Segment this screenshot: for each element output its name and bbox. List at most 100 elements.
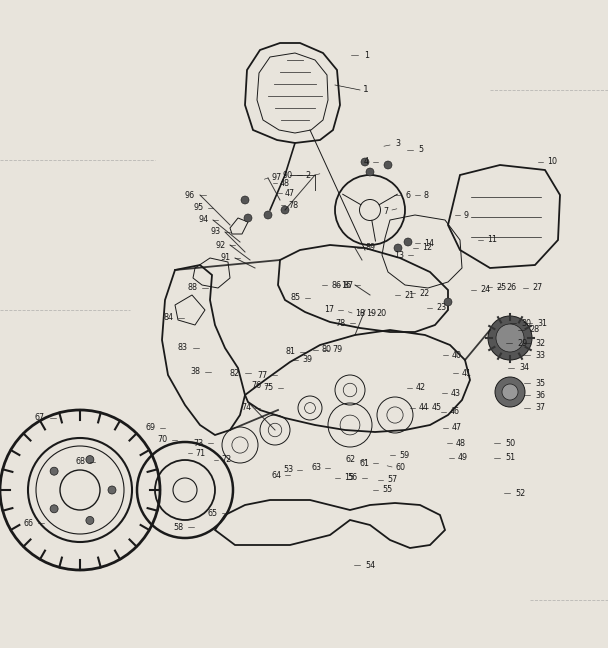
Text: 54: 54 — [365, 561, 375, 570]
Text: 61: 61 — [359, 459, 369, 467]
Text: 49: 49 — [458, 454, 468, 463]
Text: 68: 68 — [76, 457, 86, 467]
Circle shape — [444, 298, 452, 306]
Text: 77: 77 — [258, 371, 268, 380]
Text: 51: 51 — [505, 454, 515, 463]
Text: 87: 87 — [344, 281, 354, 290]
Circle shape — [50, 467, 58, 475]
Text: 41: 41 — [462, 369, 472, 378]
Text: 3: 3 — [395, 139, 400, 148]
Circle shape — [86, 516, 94, 524]
Text: 27: 27 — [532, 284, 542, 292]
Text: 60: 60 — [396, 463, 406, 472]
Text: 55: 55 — [382, 485, 392, 494]
Circle shape — [502, 384, 518, 400]
Text: 70: 70 — [158, 435, 168, 445]
Text: 78: 78 — [336, 319, 346, 327]
Circle shape — [404, 238, 412, 246]
Text: 15: 15 — [344, 474, 354, 483]
Circle shape — [361, 158, 369, 166]
Text: 82: 82 — [230, 369, 240, 378]
Text: 81: 81 — [286, 347, 296, 356]
Text: 76: 76 — [251, 380, 261, 389]
Text: 14: 14 — [424, 238, 434, 248]
Text: 78: 78 — [288, 200, 298, 209]
Text: 43: 43 — [451, 389, 461, 397]
Text: 13: 13 — [394, 251, 404, 259]
Text: 93: 93 — [211, 227, 221, 237]
Text: 48: 48 — [456, 439, 466, 448]
Text: 85: 85 — [291, 294, 301, 303]
Text: 62: 62 — [346, 456, 356, 465]
Text: 37: 37 — [535, 404, 545, 413]
Text: 74: 74 — [241, 404, 251, 413]
Text: 4: 4 — [364, 157, 369, 167]
Text: 34: 34 — [519, 364, 529, 373]
Text: 35: 35 — [535, 378, 545, 388]
Text: 47: 47 — [285, 189, 295, 198]
Text: 80: 80 — [322, 345, 332, 354]
Text: 59: 59 — [399, 450, 409, 459]
Text: 72: 72 — [221, 456, 231, 465]
Text: 40: 40 — [452, 351, 462, 360]
Text: 71: 71 — [195, 448, 205, 457]
Text: 50: 50 — [505, 439, 515, 448]
Text: 88: 88 — [187, 284, 197, 292]
Circle shape — [488, 316, 532, 360]
Text: 67: 67 — [35, 413, 45, 422]
Text: 63: 63 — [311, 463, 321, 472]
Text: 28: 28 — [529, 325, 539, 334]
Text: 44: 44 — [419, 404, 429, 413]
Text: 25: 25 — [496, 283, 506, 292]
Text: 5: 5 — [418, 146, 423, 154]
Text: 38: 38 — [190, 367, 200, 376]
Text: 47: 47 — [452, 424, 462, 432]
Text: 12: 12 — [422, 244, 432, 253]
Text: 36: 36 — [535, 391, 545, 400]
Circle shape — [281, 206, 289, 214]
Text: 94: 94 — [199, 216, 209, 224]
Text: 22: 22 — [419, 288, 429, 297]
Text: 91: 91 — [221, 253, 231, 262]
Circle shape — [244, 214, 252, 222]
Text: 45: 45 — [432, 404, 442, 413]
Text: 30: 30 — [521, 319, 531, 327]
Text: 9: 9 — [464, 211, 469, 220]
Text: 32: 32 — [535, 338, 545, 347]
Text: 33: 33 — [535, 351, 545, 360]
Text: 57: 57 — [387, 476, 397, 485]
Circle shape — [496, 324, 524, 352]
Text: 64: 64 — [271, 470, 281, 480]
Text: 90: 90 — [283, 170, 293, 179]
Circle shape — [394, 244, 402, 252]
Text: 52: 52 — [515, 489, 525, 498]
Text: 53: 53 — [283, 465, 293, 474]
Text: 39: 39 — [302, 356, 312, 364]
Text: 2: 2 — [306, 172, 311, 181]
Text: 83: 83 — [178, 343, 188, 353]
Text: 11: 11 — [487, 235, 497, 244]
Text: 7: 7 — [383, 207, 388, 216]
Text: 19: 19 — [366, 310, 376, 319]
Text: 79: 79 — [332, 345, 342, 354]
Text: 58: 58 — [173, 522, 183, 531]
Text: 16: 16 — [341, 281, 351, 290]
Text: 66: 66 — [23, 518, 33, 527]
Text: 18: 18 — [355, 310, 365, 319]
Circle shape — [108, 486, 116, 494]
Text: 6: 6 — [405, 191, 410, 200]
Circle shape — [384, 161, 392, 169]
Text: 69: 69 — [146, 424, 156, 432]
Text: 46: 46 — [450, 408, 460, 417]
Text: 8: 8 — [424, 191, 429, 200]
Circle shape — [50, 505, 58, 513]
Text: 92: 92 — [216, 240, 226, 249]
Text: 48: 48 — [280, 178, 290, 187]
Text: 95: 95 — [194, 203, 204, 213]
Text: 20: 20 — [376, 310, 386, 319]
Text: 10: 10 — [547, 157, 557, 167]
Text: 56: 56 — [348, 474, 358, 483]
Text: 42: 42 — [416, 384, 426, 393]
Text: 31: 31 — [537, 319, 547, 327]
Text: 96: 96 — [185, 191, 195, 200]
